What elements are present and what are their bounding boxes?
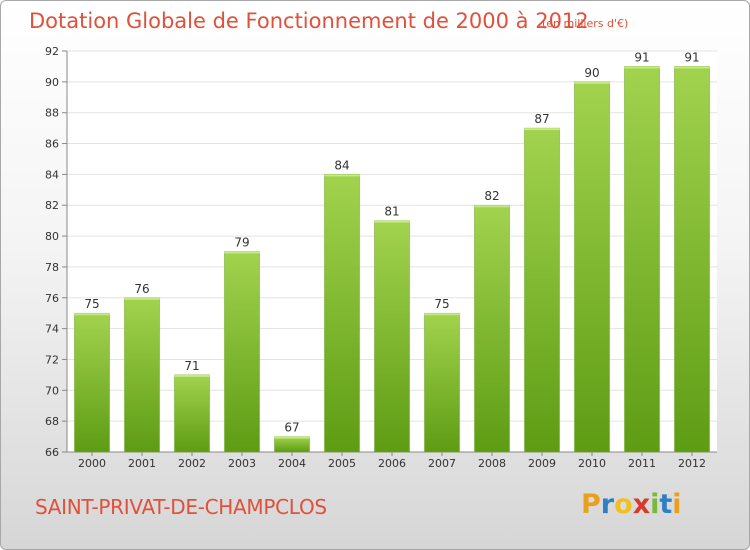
x-tick-label: 2010 bbox=[578, 457, 606, 470]
y-tick-label: 86 bbox=[45, 138, 59, 151]
bar bbox=[424, 312, 460, 453]
bar bbox=[474, 204, 510, 453]
bar-highlight bbox=[124, 297, 160, 300]
logo-letter: x bbox=[632, 489, 651, 520]
y-tick-label: 90 bbox=[45, 76, 59, 89]
data-label: 79 bbox=[234, 236, 249, 250]
data-label: 71 bbox=[184, 359, 199, 373]
data-label: 75 bbox=[434, 297, 449, 311]
x-tick-label: 2004 bbox=[278, 457, 306, 470]
logo-letter: i bbox=[672, 489, 682, 520]
bar-highlight bbox=[324, 174, 360, 177]
y-tick-label: 92 bbox=[45, 45, 59, 58]
bar bbox=[524, 127, 560, 453]
bar bbox=[624, 66, 660, 453]
bar-highlight bbox=[174, 374, 210, 377]
data-label: 91 bbox=[634, 50, 649, 64]
data-label: 67 bbox=[284, 421, 299, 435]
chart-title: Dotation Globale de Fonctionnement de 20… bbox=[29, 9, 589, 33]
x-tick-label: 2008 bbox=[478, 457, 506, 470]
proxiti-logo: Proxiti bbox=[581, 489, 682, 520]
bar bbox=[74, 312, 110, 453]
bar bbox=[124, 297, 160, 453]
data-label: 81 bbox=[384, 205, 399, 219]
bar-highlight bbox=[674, 66, 710, 69]
logo-letter: i bbox=[650, 489, 660, 520]
logo-letter: r bbox=[600, 489, 615, 520]
bar-highlight bbox=[224, 251, 260, 254]
y-tick-label: 78 bbox=[45, 261, 59, 274]
bar-highlight bbox=[74, 313, 110, 316]
x-tick-label: 2009 bbox=[528, 457, 556, 470]
bar-highlight bbox=[474, 205, 510, 208]
bar bbox=[574, 81, 610, 453]
logo-letter: P bbox=[581, 489, 601, 520]
bar-highlight bbox=[524, 128, 560, 131]
x-tick-label: 2007 bbox=[428, 457, 456, 470]
y-tick-label: 80 bbox=[45, 230, 59, 243]
logo-letter: t bbox=[659, 489, 673, 520]
data-label: 82 bbox=[484, 189, 499, 203]
y-tick-label: 82 bbox=[45, 199, 59, 212]
bar bbox=[324, 174, 360, 453]
bar-highlight bbox=[424, 313, 460, 316]
data-label: 84 bbox=[334, 158, 349, 172]
y-tick-label: 68 bbox=[45, 415, 59, 428]
x-tick-label: 2002 bbox=[178, 457, 206, 470]
bar-highlight bbox=[374, 220, 410, 223]
x-tick-label: 2012 bbox=[678, 457, 706, 470]
y-tick-label: 84 bbox=[45, 168, 59, 181]
data-label: 76 bbox=[134, 282, 149, 296]
commune-name: SAINT-PRIVAT-DE-CHAMPCLOS bbox=[35, 495, 327, 519]
logo-letter: o bbox=[614, 489, 633, 520]
x-tick-label: 2005 bbox=[328, 457, 356, 470]
data-label: 75 bbox=[84, 297, 99, 311]
chart-unit: (en milliers d'€) bbox=[542, 17, 629, 30]
bar bbox=[674, 66, 710, 453]
data-label: 90 bbox=[584, 66, 599, 80]
x-tick-label: 2011 bbox=[628, 457, 656, 470]
bar bbox=[374, 220, 410, 453]
data-label: 91 bbox=[684, 50, 699, 64]
x-tick-label: 2001 bbox=[128, 457, 156, 470]
x-tick-label: 2006 bbox=[378, 457, 406, 470]
x-tick-label: 2000 bbox=[78, 457, 106, 470]
bar-highlight bbox=[574, 81, 610, 84]
y-tick-label: 70 bbox=[45, 384, 59, 397]
y-tick-label: 72 bbox=[45, 353, 59, 366]
bar-highlight bbox=[274, 436, 310, 439]
bar-highlight bbox=[624, 66, 660, 69]
data-label: 87 bbox=[534, 112, 549, 126]
y-tick-label: 88 bbox=[45, 107, 59, 120]
bar bbox=[274, 436, 310, 453]
x-tick-label: 2003 bbox=[228, 457, 256, 470]
y-tick-label: 74 bbox=[45, 323, 59, 336]
y-tick-label: 76 bbox=[45, 292, 59, 305]
y-tick-label: 66 bbox=[45, 446, 59, 459]
bar bbox=[224, 251, 260, 453]
bar bbox=[174, 374, 210, 453]
